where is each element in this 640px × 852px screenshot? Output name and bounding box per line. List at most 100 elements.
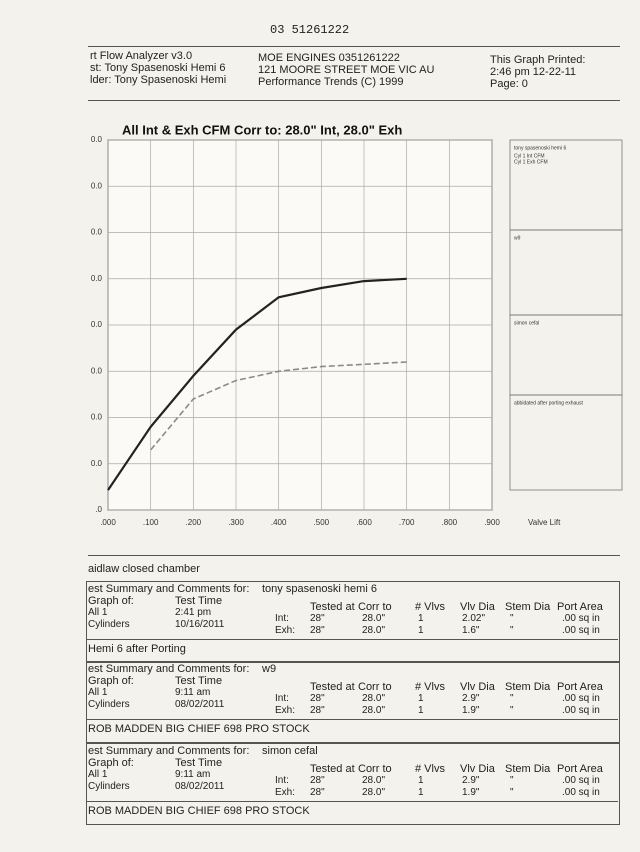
column-header: Vlv Dia: [460, 763, 495, 775]
table-cell: 28.0": [362, 613, 386, 624]
table-cell: 1: [418, 613, 424, 624]
table-cell: .00 sq in: [562, 693, 600, 704]
column-header: # Vlvs: [415, 763, 445, 775]
table-cell: 1.6": [462, 625, 480, 636]
column-header: Tested at: [310, 681, 355, 693]
x-tick-label: .900: [484, 518, 500, 527]
table-cell: Int:: [275, 613, 289, 624]
legend-panel: [509, 229, 623, 316]
table-cell: 08/02/2011: [175, 781, 225, 792]
summary-name: w9: [262, 663, 277, 675]
table-cell: Int:: [275, 693, 289, 704]
x-tick-label: .600: [356, 518, 372, 527]
summary-heading: est Summary and Comments for:: [88, 583, 250, 595]
x-tick-label: .800: [442, 518, 458, 527]
header-rule: [88, 46, 620, 47]
y-tick-label: 0.0: [91, 320, 103, 329]
table-cell: All 1: [88, 769, 108, 780]
column-header: Corr to: [358, 681, 392, 693]
column-header: Corr to: [358, 763, 392, 775]
header-right: Page: 0: [490, 78, 528, 90]
column-header: # Vlvs: [415, 681, 445, 693]
table-cell: 28": [310, 693, 325, 704]
table-cell: 2.02": [462, 613, 486, 624]
table-cell: 08/02/2011: [175, 699, 225, 710]
column-header: Graph of:: [88, 675, 134, 687]
column-header: Test Time: [175, 757, 223, 769]
table-cell: .00 sq in: [562, 613, 600, 624]
table-cell: 28": [310, 705, 325, 716]
table-cell: 28.0": [362, 705, 386, 716]
table-cell: 2:41 pm: [175, 607, 212, 618]
summary-heading: est Summary and Comments for:: [88, 663, 250, 675]
series-line: [150, 361, 407, 451]
legend-panel-title: simon cefal: [514, 320, 539, 326]
column-header: Port Area: [557, 681, 603, 693]
table-cell: 28": [310, 613, 325, 624]
column-header: Graph of:: [88, 757, 134, 769]
column-header: Port Area: [557, 601, 603, 613]
column-header: Test Time: [175, 595, 223, 607]
column-header: Vlv Dia: [460, 601, 495, 613]
column-header: Tested at: [310, 601, 355, 613]
series-line: [107, 277, 407, 491]
x-tick-label: .100: [143, 518, 159, 527]
legend-panel-title: w9: [514, 235, 521, 241]
column-header: # Vlvs: [415, 601, 445, 613]
table-cell: 28": [310, 787, 325, 798]
column-header: Vlv Dia: [460, 681, 495, 693]
table-cell: Int:: [275, 775, 289, 786]
legend-panel: [509, 314, 623, 396]
table-cell: Cylinders: [88, 781, 130, 792]
summary-box: [86, 661, 620, 743]
column-header: Stem Dia: [505, 681, 551, 693]
table-cell: 1: [418, 787, 424, 798]
column-header: Test Time: [175, 675, 223, 687]
legend-panel: [509, 394, 623, 491]
table-cell: 1.9": [462, 705, 480, 716]
section-rule: [88, 555, 620, 556]
y-tick-label: 0.0: [91, 274, 103, 283]
table-cell: 1: [418, 775, 424, 786]
table-cell: Cylinders: [88, 619, 130, 630]
summary-comment: Hemi 6 after Porting: [88, 643, 186, 655]
table-cell: 28.0": [362, 625, 386, 636]
x-tick-label: .200: [186, 518, 202, 527]
column-header: Stem Dia: [505, 601, 551, 613]
section-title: aidlaw closed chamber: [88, 563, 200, 575]
column-header: Corr to: [358, 601, 392, 613]
table-cell: 2.9": [462, 775, 480, 786]
table-cell: ": [510, 613, 514, 624]
table-cell: 28.0": [362, 693, 386, 704]
table-cell: Exh:: [275, 787, 296, 798]
column-header: Tested at: [310, 763, 355, 775]
table-cell: 1: [418, 625, 424, 636]
legend-panel-title: tony spasenoski hemi 6: [514, 145, 566, 151]
chart-title: All Int & Exh CFM Corr to: 28.0" Int, 28…: [122, 122, 402, 137]
table-cell: .00 sq in: [562, 705, 600, 716]
table-cell: ": [510, 705, 514, 716]
y-tick-label: 0.0: [91, 228, 103, 237]
table-cell: 1: [418, 705, 424, 716]
summary-heading: est Summary and Comments for:: [88, 745, 250, 757]
table-cell: Cylinders: [88, 699, 130, 710]
table-cell: Exh:: [275, 705, 296, 716]
summary-comment: ROB MADDEN BIG CHIEF 698 PRO STOCK: [88, 723, 310, 735]
table-cell: 28": [310, 625, 325, 636]
fax-number: 03 51261222: [270, 23, 350, 37]
table-cell: 10/16/2011: [175, 619, 225, 630]
comment-rule: [86, 801, 618, 802]
summary-comment: ROB MADDEN BIG CHIEF 698 PRO STOCK: [88, 805, 310, 817]
header-right: 2:46 pm 12-22-11: [490, 66, 577, 78]
column-header: Stem Dia: [505, 763, 551, 775]
y-tick-label: 0.0: [91, 135, 103, 144]
summary-name: simon cefal: [262, 745, 318, 757]
header-left: st: Tony Spasenoski Hemi 6: [90, 62, 226, 74]
table-cell: .00 sq in: [562, 775, 600, 786]
table-cell: All 1: [88, 687, 108, 698]
x-tick-label: .700: [399, 518, 415, 527]
table-cell: ": [510, 775, 514, 786]
header-rule: [88, 100, 620, 101]
y-tick-label: 0.0: [91, 459, 103, 468]
